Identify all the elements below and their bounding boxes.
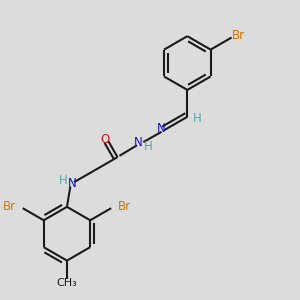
Text: CH₃: CH₃ (57, 278, 77, 288)
Text: H: H (193, 112, 202, 125)
Text: N: N (134, 136, 143, 148)
Text: Br: Br (232, 29, 245, 42)
Text: N: N (157, 122, 166, 135)
Text: H: H (143, 140, 152, 153)
Text: Br: Br (118, 200, 131, 213)
Text: Br: Br (3, 200, 16, 213)
Text: O: O (100, 133, 110, 146)
Text: N: N (68, 176, 76, 190)
Text: H: H (59, 174, 68, 187)
